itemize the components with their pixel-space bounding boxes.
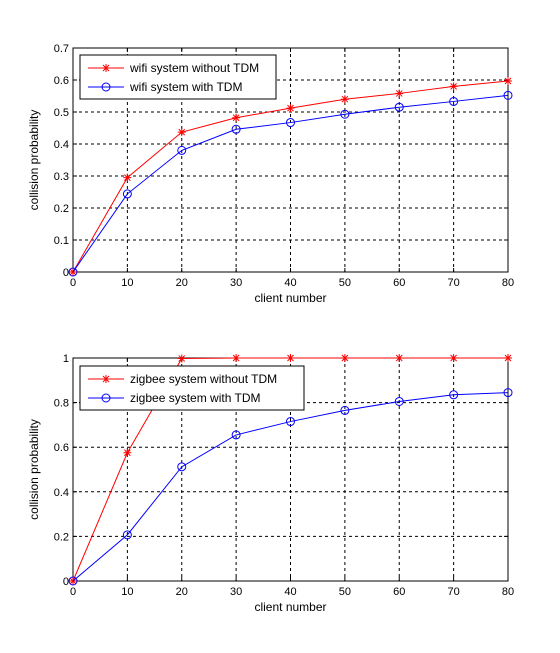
legend-marker-star (102, 375, 110, 383)
legend-label: wifi system with TDM (129, 80, 242, 94)
data-point-star (340, 354, 349, 362)
legend-marker-star (102, 64, 110, 72)
y-tick-label: 0.6 (54, 75, 69, 87)
legend: wifi system without TDM wifi system with … (79, 54, 277, 100)
y-tick-label: 0.2 (54, 531, 69, 543)
series-2 (68, 388, 513, 586)
data-point-star (123, 448, 132, 457)
x-tick-label: 20 (176, 277, 188, 289)
data-point-circle (286, 118, 295, 128)
data-point-circle (449, 390, 459, 400)
legend-label: zigbee system with TDM (130, 391, 260, 405)
series-2 (68, 90, 513, 277)
data-point-circle (340, 405, 350, 415)
data-point-circle (449, 96, 459, 106)
data-point-star (177, 128, 186, 137)
x-tick-label: 70 (448, 277, 460, 289)
legend-box (79, 54, 277, 100)
data-point-star (123, 173, 132, 182)
chart-1: 0 10 20 30 40 50 60 70 80 0 0.1 0.2 0.3 0.4 0.5 0.6 0.7 c… (27, 43, 514, 305)
x-tick-label: 80 (502, 277, 514, 289)
x-tick-label: 60 (393, 277, 405, 289)
y-axis-label: collision probability (27, 419, 41, 520)
y-tick-label: 0.3 (54, 171, 69, 183)
x-axis-label: client number (254, 600, 326, 614)
data-point-circle (394, 396, 404, 406)
data-point-star (286, 354, 295, 362)
y-tick-label: 0 (63, 576, 69, 588)
data-point-star (504, 354, 512, 362)
x-tick-label: 70 (448, 586, 460, 598)
x-tick-label: 50 (339, 586, 351, 598)
data-point-star (395, 354, 404, 362)
data-point-star (232, 113, 241, 122)
chart-2: 0 10 20 30 40 50 60 70 80 0 0.2 0.4 0.6 0.8 1 client nu… (27, 353, 514, 614)
data-point-star (449, 82, 458, 91)
x-tick-label: 10 (121, 586, 133, 598)
y-tick-label: 0.5 (54, 107, 69, 119)
data-point-star (177, 354, 186, 363)
legend-box (79, 365, 305, 411)
x-tick-label: 20 (176, 586, 188, 598)
y-axis-label: collision probability (27, 110, 41, 211)
x-tick-label: 60 (393, 586, 405, 598)
x-tick-label: 80 (502, 586, 514, 598)
x-tick-label: 10 (121, 277, 133, 289)
data-point-circle (122, 530, 132, 540)
data-point-circle (286, 417, 295, 427)
data-point-circle (68, 267, 78, 277)
x-tick-label: 0 (70, 586, 76, 598)
legend: zigbee system without TDM zigbee system w… (79, 365, 305, 411)
data-point-circle (394, 102, 404, 112)
data-point-star (395, 89, 404, 98)
data-point-star (504, 76, 512, 85)
y-tick-label: 0.2 (54, 203, 69, 215)
data-point-circle (231, 430, 241, 440)
data-point-circle (503, 90, 513, 100)
x-tick-label: 50 (339, 277, 351, 289)
x-tick-label: 30 (230, 277, 242, 289)
series-line (72, 94, 509, 273)
data-point-circle (122, 189, 132, 199)
data-point-circle (68, 576, 78, 586)
x-axis-label: client number (254, 291, 326, 305)
x-tick-label: 30 (230, 586, 242, 598)
data-point-star (286, 104, 295, 113)
y-tick-label: 0.1 (54, 235, 69, 247)
y-tick-label: 1 (63, 353, 69, 365)
legend-marker-circle (101, 393, 111, 403)
y-tick-label: 0.4 (54, 139, 69, 151)
legend-marker-circle (101, 82, 111, 92)
x-tick-label: 0 (70, 277, 76, 289)
y-tick-label: 0.6 (54, 442, 69, 454)
series-1 (69, 354, 512, 585)
series-line (72, 392, 509, 582)
x-tick-label: 40 (284, 586, 296, 598)
data-point-star (232, 354, 241, 362)
data-point-star (449, 354, 458, 362)
data-point-circle (231, 124, 241, 134)
legend-label: zigbee system without TDM (130, 372, 277, 386)
x-tick-label: 40 (284, 277, 296, 289)
data-point-circle (340, 109, 350, 119)
y-tick-label: 0.4 (54, 487, 69, 499)
data-point-circle (503, 388, 513, 398)
legend-label: wifi system without TDM (129, 61, 259, 75)
data-point-star (340, 95, 349, 104)
data-point-circle (177, 145, 187, 155)
y-tick-label: 0.8 (54, 398, 69, 410)
data-point-circle (177, 462, 187, 472)
y-tick-label: 0 (63, 267, 69, 279)
y-tick-label: 0.7 (54, 43, 69, 55)
